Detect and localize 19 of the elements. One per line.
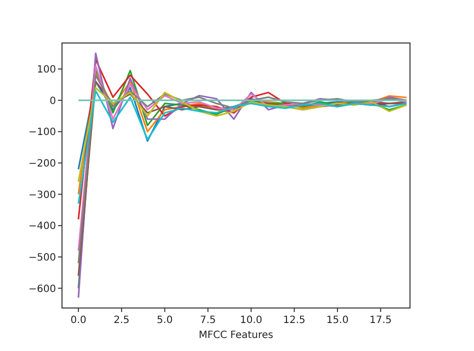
x-tick-label: 12.5: [283, 315, 306, 326]
x-tick-label: 5.0: [156, 315, 173, 326]
y-tick-label: −100: [28, 127, 56, 138]
line-series: [78, 86, 408, 183]
x-tick-label: 10.0: [240, 315, 262, 326]
x-tick-label: 17.5: [370, 315, 392, 326]
y-tick-label: −400: [28, 221, 56, 232]
y-tick-label: −600: [28, 284, 56, 295]
x-tick-label: 0.0: [70, 315, 86, 326]
x-tick-label: 2.5: [114, 315, 130, 326]
y-tick-label: 0: [50, 96, 56, 107]
y-tick-label: −500: [28, 252, 56, 264]
x-tick-label: 15.0: [326, 315, 349, 326]
x-tick-label: 7.5: [200, 315, 216, 326]
x-axis-title: MFCC Features: [198, 330, 274, 341]
y-tick-label: −200: [28, 158, 56, 170]
y-tick-label: 100: [36, 64, 56, 76]
line-series: [78, 90, 408, 204]
y-tick-label: −300: [28, 190, 56, 201]
